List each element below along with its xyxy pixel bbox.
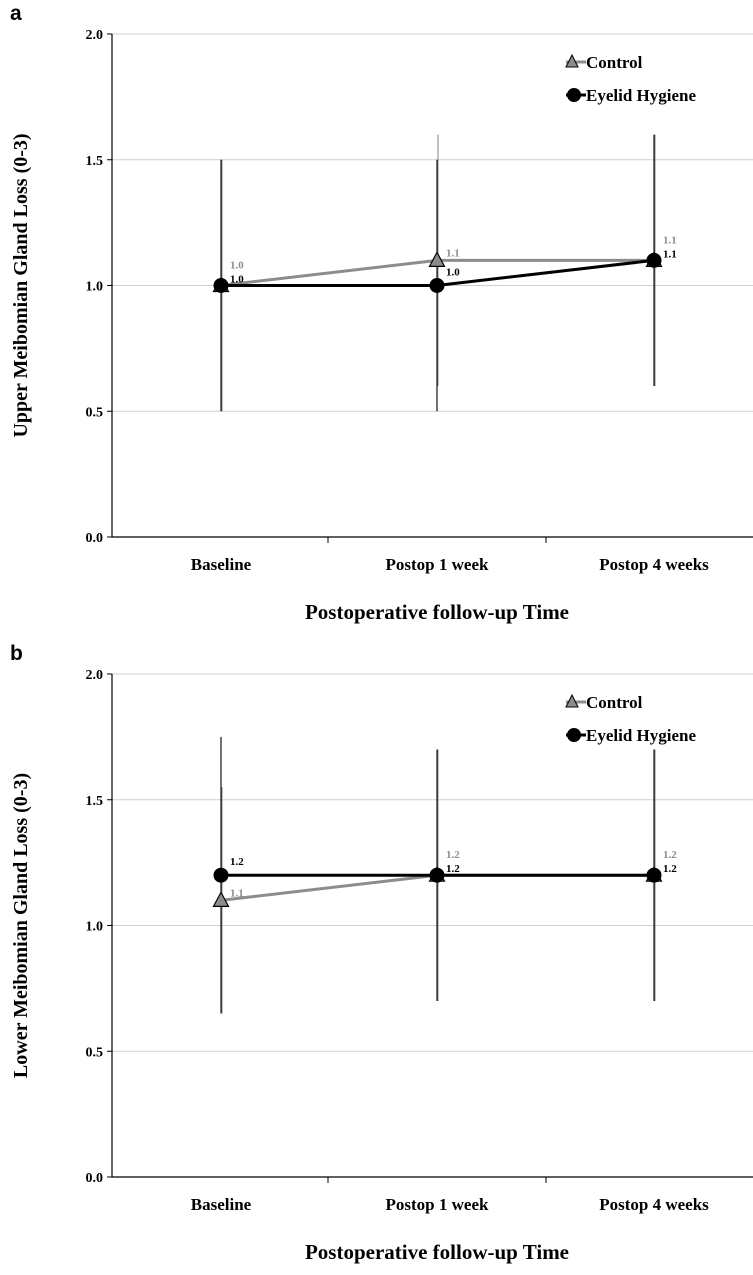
- x-axis-title: Postoperative follow-up Time: [305, 600, 569, 624]
- data-label-control: 1.1: [230, 887, 244, 899]
- panel-label: b: [10, 642, 23, 665]
- data-label-control: 1.2: [663, 849, 677, 861]
- data-label-control: 1.1: [446, 247, 460, 259]
- legend-label-eyelid-hygiene: Eyelid Hygiene: [586, 86, 696, 105]
- eyelid-hygiene-point: [213, 867, 229, 883]
- panel-label: a: [10, 2, 22, 25]
- y-tick-label: 1.5: [86, 794, 104, 809]
- y-tick-label: 0.5: [86, 405, 104, 420]
- control-point: [212, 891, 230, 907]
- y-tick-label: 0.0: [86, 531, 104, 546]
- data-label-eyelid-hygiene: 1.2: [663, 863, 677, 875]
- y-axis-title: Upper Meibomian Gland Loss (0-3): [10, 133, 32, 437]
- x-axis-title: Postoperative follow-up Time: [305, 1240, 569, 1264]
- y-tick-label: 1.0: [86, 920, 104, 935]
- eyelid-hygiene-point: [646, 867, 662, 883]
- data-label-eyelid-hygiene: 1.0: [446, 267, 460, 279]
- x-tick-label: Baseline: [191, 555, 252, 574]
- y-tick-label: 0.5: [86, 1045, 104, 1060]
- y-tick-label: 2.0: [86, 28, 104, 43]
- data-label-eyelid-hygiene: 1.1: [663, 248, 677, 260]
- legend-marker-eyelid-hygiene: [567, 88, 581, 102]
- legend-marker-control: [565, 693, 579, 708]
- eyelid-hygiene-point: [429, 278, 445, 293]
- chart-panel-a: a 0.0 0.5 1.0 1.5 2.0 Baseline Postop 1 week Pos…: [0, 0, 753, 635]
- data-label-control: 1.2: [446, 849, 460, 861]
- y-tick-label: 0.0: [86, 1171, 104, 1186]
- legend-marker-control: [565, 53, 579, 68]
- eyelid-hygiene-point: [213, 278, 229, 293]
- legend-label-eyelid-hygiene: Eyelid Hygiene: [586, 726, 696, 745]
- chart-panel-b: b 0.0 0.5 1.0 1.5 2.0 Baseline Postop 1 week Pos…: [0, 640, 753, 1275]
- x-tick-label: Postop 4 weeks: [599, 1195, 709, 1214]
- x-tick-label: Baseline: [191, 1195, 252, 1214]
- data-label-control: 1.1: [663, 234, 677, 246]
- legend-label-control: Control: [586, 693, 643, 712]
- chart-a-svg: a 0.0 0.5 1.0 1.5 2.0 Baseline Postop 1 week Pos…: [10, 2, 753, 624]
- x-tick-label: Postop 4 weeks: [599, 555, 709, 574]
- y-tick-label: 2.0: [86, 668, 104, 683]
- data-label-eyelid-hygiene: 1.0: [230, 274, 244, 286]
- y-tick-label: 1.0: [86, 280, 104, 295]
- x-tick-label: Postop 1 week: [386, 555, 489, 574]
- control-point: [428, 251, 446, 267]
- y-axis-title: Lower Meibomian Gland Loss (0-3): [10, 773, 32, 1078]
- eyelid-hygiene-point: [429, 867, 445, 883]
- chart-b-svg: b 0.0 0.5 1.0 1.5 2.0 Baseline Postop 1 week Pos…: [10, 642, 753, 1264]
- data-label-eyelid-hygiene: 1.2: [446, 863, 460, 875]
- data-label-control: 1.0: [230, 260, 244, 272]
- eyelid-hygiene-point: [646, 252, 662, 268]
- data-label-eyelid-hygiene: 1.2: [230, 856, 244, 868]
- x-tick-label: Postop 1 week: [386, 1195, 489, 1214]
- legend-marker-eyelid-hygiene: [567, 728, 581, 742]
- y-tick-label: 1.5: [86, 154, 104, 169]
- legend-label-control: Control: [586, 53, 643, 72]
